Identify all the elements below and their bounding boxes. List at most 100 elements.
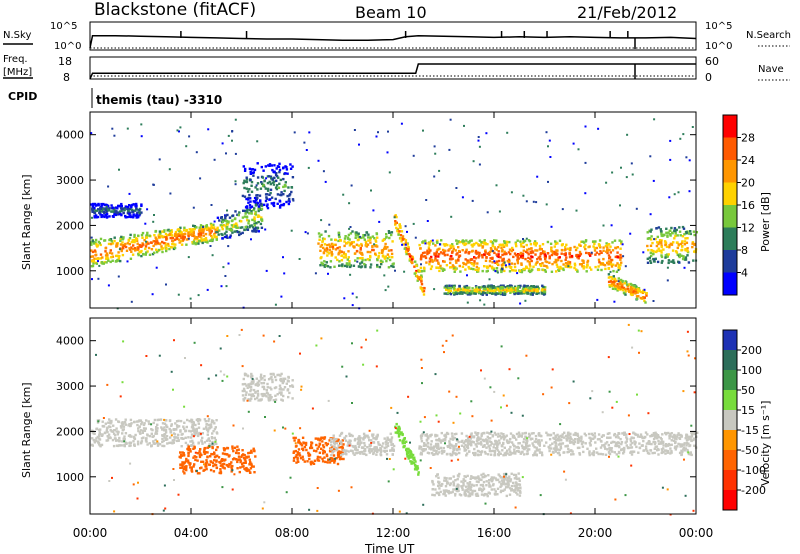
power-cell	[673, 193, 676, 196]
velocity-cell	[498, 434, 502, 438]
velocity-cell	[591, 452, 594, 455]
velocity-cell	[610, 447, 613, 450]
power-cell	[250, 168, 254, 171]
velocity-cell	[494, 442, 497, 445]
power-cell	[597, 265, 600, 268]
power-cell	[155, 238, 158, 241]
power-cell	[247, 201, 250, 204]
power-cell	[466, 261, 469, 264]
power-cell	[283, 183, 287, 187]
power-cell	[357, 244, 360, 247]
velocity-cell	[210, 460, 213, 463]
power-cell	[667, 231, 670, 234]
velocity-cell	[142, 436, 145, 439]
power-cell	[546, 252, 550, 255]
power-cell	[377, 131, 379, 134]
power-cell	[344, 235, 347, 238]
velocity-cell	[385, 443, 388, 446]
power-cell	[449, 244, 452, 247]
power-cell	[436, 241, 439, 244]
velocity-cell	[136, 443, 140, 446]
velocity-cell	[569, 435, 572, 438]
velocity-cell	[214, 438, 217, 442]
power-cell	[109, 242, 113, 246]
power-cell	[483, 253, 486, 256]
power-cell	[343, 297, 346, 300]
power-cell	[688, 232, 691, 235]
power-cell	[513, 265, 517, 269]
power-cell	[225, 285, 228, 288]
power-cell	[649, 213, 652, 216]
velocity-cell	[182, 425, 185, 428]
power-cell	[495, 239, 498, 242]
velocity-cell	[212, 443, 215, 446]
power-cell	[435, 253, 438, 256]
power-cell	[656, 241, 659, 244]
velocity-cell	[281, 381, 285, 384]
power-cell	[580, 263, 583, 266]
power-cell	[118, 254, 121, 258]
power-cell	[472, 289, 475, 293]
velocity-cell	[565, 437, 568, 440]
power-cell	[483, 303, 486, 306]
power-cell	[123, 208, 126, 212]
power-cell	[352, 264, 356, 267]
power-cell	[197, 235, 201, 238]
velocity-cell	[654, 431, 657, 434]
power-cell	[660, 245, 663, 249]
velocity-cell	[163, 434, 166, 438]
velocity-cell	[183, 472, 186, 475]
power-cell	[351, 241, 354, 244]
velocity-cell	[274, 394, 277, 397]
power-plot-bg	[90, 112, 696, 308]
power-cell	[584, 239, 588, 242]
power-cell	[562, 263, 565, 266]
power-cell	[283, 272, 286, 275]
power-cell	[241, 226, 244, 229]
velocity-cell	[91, 437, 94, 440]
power-cell	[513, 252, 517, 255]
power-cell	[102, 202, 105, 206]
power-cell	[608, 285, 612, 288]
power-cell	[416, 275, 419, 278]
power-cell	[161, 250, 164, 254]
power-cell	[476, 251, 480, 254]
power-cell	[131, 247, 135, 251]
velocity-cell	[657, 435, 660, 439]
velocity-cell	[376, 450, 379, 454]
power-cell	[110, 240, 113, 243]
velocity-cell	[150, 428, 153, 431]
velocity-cell	[407, 455, 410, 459]
velocity-cell	[241, 383, 245, 386]
velocity-cell	[261, 376, 264, 380]
velocity-cell	[239, 459, 242, 462]
velocity-cell	[306, 460, 309, 463]
velocity-cell	[212, 420, 215, 423]
velocity-cell	[589, 437, 593, 440]
power-cell	[358, 143, 360, 146]
power-cell	[441, 252, 444, 255]
power-cell	[253, 207, 256, 210]
power-cell	[105, 252, 109, 255]
velocity-cell	[286, 389, 289, 392]
power-cell	[259, 199, 262, 202]
power-cell	[239, 232, 242, 235]
power-cell	[286, 194, 289, 198]
velocity-cell	[145, 437, 148, 440]
power-cell	[414, 260, 417, 263]
velocity-cell	[207, 428, 210, 431]
power-cell	[642, 251, 645, 254]
power-cell	[433, 252, 436, 255]
power-cell	[250, 205, 254, 208]
power-cell	[524, 288, 527, 291]
velocity-cell	[545, 431, 548, 434]
power-cell	[555, 263, 559, 266]
power-cell	[573, 266, 576, 270]
colorbar-swatch	[723, 137, 737, 161]
power-cell	[437, 261, 440, 264]
power-cell	[109, 260, 112, 264]
power-cell	[327, 272, 329, 275]
power-cell	[132, 244, 135, 247]
power-cell	[268, 193, 271, 196]
velocity-cell	[595, 447, 598, 450]
